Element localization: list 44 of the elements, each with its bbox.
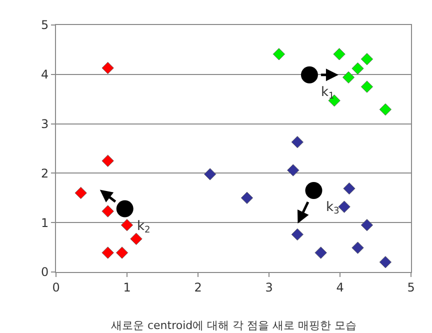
- point: [116, 246, 128, 259]
- text: 새로운 centroid에 대해 각 점을 새로 매핑한 모습: [111, 319, 357, 332]
- point: [291, 228, 304, 241]
- point: [116, 200, 134, 218]
- x-tick-label: 0: [52, 280, 60, 294]
- point: [102, 154, 114, 167]
- point: [204, 168, 216, 180]
- y-tick-label: 5: [40, 18, 49, 32]
- point: [379, 103, 392, 116]
- point: [343, 182, 356, 195]
- y-tick-label: 1: [40, 216, 49, 230]
- point: [272, 48, 286, 60]
- point: [352, 62, 364, 75]
- x-tick-label: 3: [265, 280, 273, 294]
- point: [342, 71, 355, 84]
- point: [360, 52, 374, 66]
- y-tick-label: 2: [40, 166, 49, 180]
- point: [338, 200, 350, 213]
- point: [120, 218, 134, 232]
- point: [360, 218, 374, 232]
- y-tick-label: 4: [40, 68, 49, 82]
- point: [305, 182, 322, 199]
- annotation: k$_{3}$: [326, 200, 340, 217]
- x-tick-label: 4: [336, 280, 344, 294]
- point: [74, 186, 87, 200]
- point: [352, 242, 364, 254]
- x-tick-label: 1: [123, 280, 131, 294]
- point: [130, 232, 142, 245]
- x-tick-label: 2: [194, 280, 202, 294]
- point: [240, 192, 254, 204]
- point: [379, 256, 392, 268]
- point: [300, 66, 318, 84]
- y-tick-label: 3: [40, 117, 49, 131]
- point: [102, 246, 114, 259]
- point: [333, 48, 346, 60]
- point: [102, 205, 114, 218]
- point: [102, 62, 114, 74]
- point: [360, 80, 374, 93]
- point: [287, 164, 300, 176]
- annotation: k$_{2}$: [137, 219, 150, 236]
- point: [314, 246, 327, 259]
- point: [291, 136, 304, 148]
- y-tick-label: 0: [40, 265, 49, 280]
- x-tick-label: 5: [407, 280, 415, 294]
